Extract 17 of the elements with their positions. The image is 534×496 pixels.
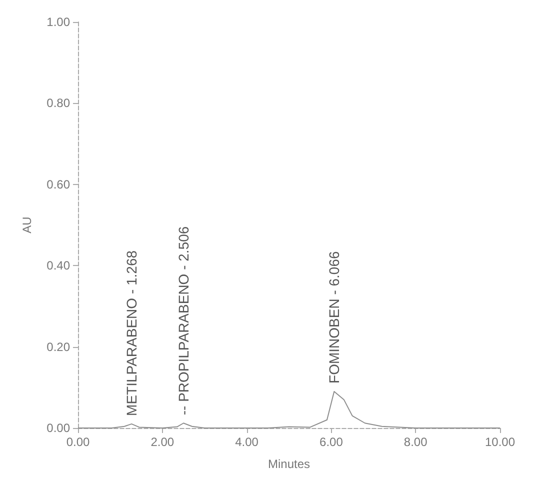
y-tick-label: 1.00	[46, 15, 70, 29]
annotation: METILPARABENO - 1.268	[124, 250, 140, 416]
x-tick-label: 0.00	[66, 435, 90, 449]
annotation: FOMINOBEN - 6.066	[326, 250, 342, 384]
x-tick-label: 2.00	[150, 435, 174, 449]
x-tick-label: 4.00	[235, 435, 259, 449]
y-tick-label: 0.80	[46, 96, 70, 110]
y-tick-label: 0.60	[46, 177, 70, 192]
x-axis-title: Minutes	[268, 457, 310, 471]
y-tick-label: 0.20	[46, 340, 70, 354]
y-tick-label: 0.00	[46, 421, 70, 435]
x-tick-label: 6.00	[320, 435, 344, 449]
x-tick-label: 10.00	[484, 435, 516, 449]
annotation: -- PROPILPARABENO - 2.506	[176, 226, 192, 416]
x-tick-label: 8.00	[404, 435, 428, 449]
y-axis-title: AU	[20, 216, 34, 234]
y-tick-label: 0.40	[46, 258, 70, 273]
